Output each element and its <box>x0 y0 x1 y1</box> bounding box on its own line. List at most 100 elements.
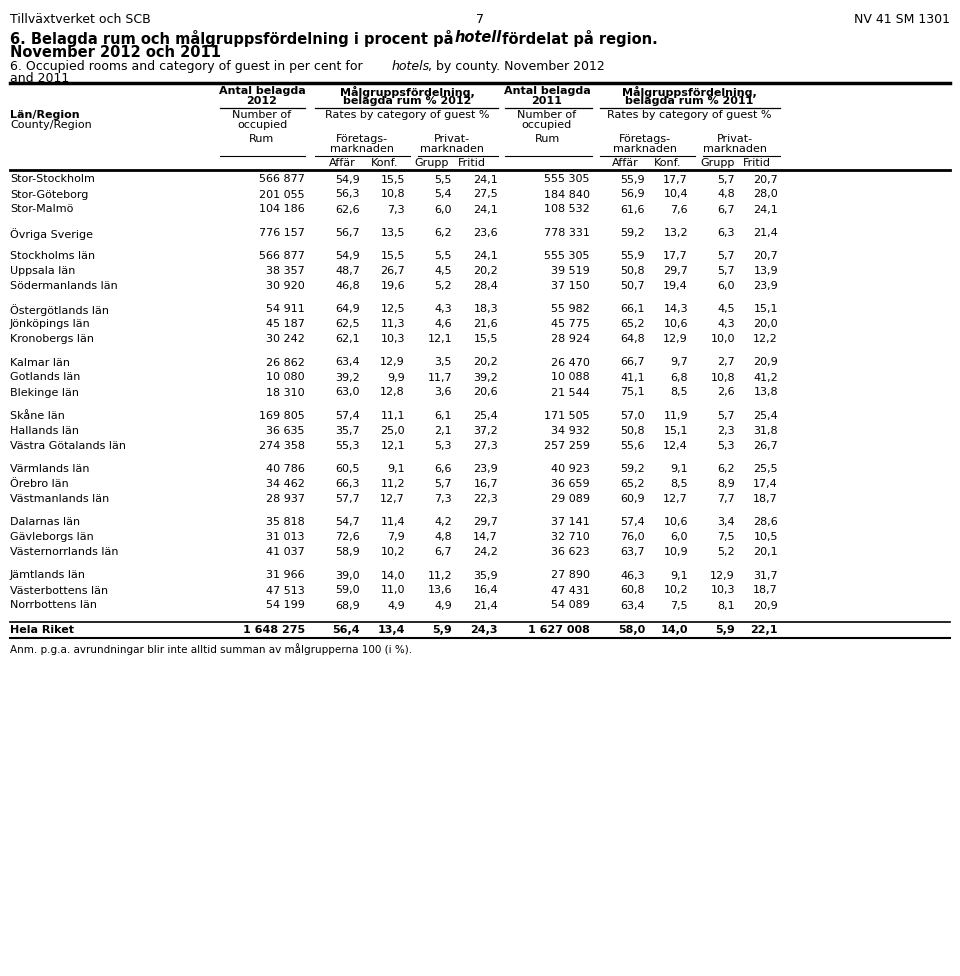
Text: 20,6: 20,6 <box>473 387 498 397</box>
Text: Affär: Affär <box>612 158 638 168</box>
Text: 6,2: 6,2 <box>717 464 735 474</box>
Text: 72,6: 72,6 <box>335 532 360 543</box>
Text: 41,2: 41,2 <box>754 373 778 383</box>
Text: 37 150: 37 150 <box>551 281 590 291</box>
Text: 14,7: 14,7 <box>473 532 498 543</box>
Text: 104 186: 104 186 <box>259 205 305 215</box>
Text: Jämtlands län: Jämtlands län <box>10 571 86 581</box>
Text: 20,9: 20,9 <box>754 600 778 611</box>
Text: 8,5: 8,5 <box>670 387 688 397</box>
Text: 11,2: 11,2 <box>380 479 405 489</box>
Text: 23,9: 23,9 <box>754 281 778 291</box>
Text: 56,3: 56,3 <box>335 189 360 199</box>
Text: 28,4: 28,4 <box>473 281 498 291</box>
Text: 12,9: 12,9 <box>380 357 405 368</box>
Text: Hela Riket: Hela Riket <box>10 625 74 634</box>
Text: 50,8: 50,8 <box>620 266 645 276</box>
Text: Övriga Sverige: Övriga Sverige <box>10 227 93 240</box>
Text: Hallands län: Hallands län <box>10 426 79 435</box>
Text: 66,3: 66,3 <box>335 479 360 489</box>
Text: 47 513: 47 513 <box>266 586 305 595</box>
Text: Number of: Number of <box>232 110 292 120</box>
Text: 36 623: 36 623 <box>551 548 590 557</box>
Text: 4,6: 4,6 <box>434 319 452 329</box>
Text: 63,0: 63,0 <box>335 387 360 397</box>
Text: 64,9: 64,9 <box>335 305 360 314</box>
Text: 54 911: 54 911 <box>266 305 305 314</box>
Text: 5,9: 5,9 <box>715 625 735 634</box>
Text: Privat-: Privat- <box>434 134 470 144</box>
Text: 13,5: 13,5 <box>380 227 405 238</box>
Text: Norrbottens län: Norrbottens län <box>10 600 97 611</box>
Text: 26 470: 26 470 <box>551 357 590 368</box>
Text: 23,9: 23,9 <box>473 464 498 474</box>
Text: Södermanlands län: Södermanlands län <box>10 281 118 291</box>
Text: Värmlands län: Värmlands län <box>10 464 89 474</box>
Text: 58,0: 58,0 <box>617 625 645 634</box>
Text: 28,6: 28,6 <box>754 517 778 527</box>
Text: 566 877: 566 877 <box>259 251 305 261</box>
Text: 36 635: 36 635 <box>267 426 305 435</box>
Text: Affär: Affär <box>328 158 355 168</box>
Text: 10,2: 10,2 <box>663 586 688 595</box>
Text: 3,6: 3,6 <box>435 387 452 397</box>
Text: 6,1: 6,1 <box>435 411 452 421</box>
Text: 20,7: 20,7 <box>754 175 778 184</box>
Text: 18,7: 18,7 <box>754 494 778 504</box>
Text: 11,2: 11,2 <box>427 571 452 581</box>
Text: Gävleborgs län: Gävleborgs län <box>10 532 94 543</box>
Text: 60,9: 60,9 <box>620 494 645 504</box>
Text: 171 505: 171 505 <box>544 411 590 421</box>
Text: Västerbottens län: Västerbottens län <box>10 586 108 595</box>
Text: 11,1: 11,1 <box>380 411 405 421</box>
Text: 48,7: 48,7 <box>335 266 360 276</box>
Text: 55,9: 55,9 <box>620 175 645 184</box>
Text: 54 089: 54 089 <box>551 600 590 611</box>
Text: 20,2: 20,2 <box>473 266 498 276</box>
Text: 34 932: 34 932 <box>551 426 590 435</box>
Text: 27,3: 27,3 <box>473 441 498 451</box>
Text: 11,9: 11,9 <box>663 411 688 421</box>
Text: 65,2: 65,2 <box>620 319 645 329</box>
Text: Rum: Rum <box>250 134 275 144</box>
Text: 26,7: 26,7 <box>380 266 405 276</box>
Text: Kronobergs län: Kronobergs län <box>10 334 94 345</box>
Text: 11,3: 11,3 <box>380 319 405 329</box>
Text: 45 187: 45 187 <box>266 319 305 329</box>
Text: 12,4: 12,4 <box>663 441 688 451</box>
Text: 5,7: 5,7 <box>717 411 735 421</box>
Text: 21,4: 21,4 <box>754 227 778 238</box>
Text: 7,7: 7,7 <box>717 494 735 504</box>
Text: Stor-Göteborg: Stor-Göteborg <box>10 189 88 199</box>
Text: 5,7: 5,7 <box>717 266 735 276</box>
Text: 32 710: 32 710 <box>551 532 590 543</box>
Text: 3,5: 3,5 <box>435 357 452 368</box>
Text: 5,4: 5,4 <box>434 189 452 199</box>
Text: 56,7: 56,7 <box>335 227 360 238</box>
Text: 2,3: 2,3 <box>717 426 735 435</box>
Text: 5,7: 5,7 <box>434 479 452 489</box>
Text: Anm. p.g.a. avrundningar blir inte alltid summan av målgrupperna 100 (i %).: Anm. p.g.a. avrundningar blir inte allti… <box>10 643 412 655</box>
Text: Västmanlands län: Västmanlands län <box>10 494 109 504</box>
Text: 55,6: 55,6 <box>620 441 645 451</box>
Text: 54,9: 54,9 <box>335 251 360 261</box>
Text: 5,3: 5,3 <box>435 441 452 451</box>
Text: 45 775: 45 775 <box>551 319 590 329</box>
Text: 24,1: 24,1 <box>473 205 498 215</box>
Text: 64,8: 64,8 <box>620 334 645 345</box>
Text: 9,9: 9,9 <box>387 373 405 383</box>
Text: Antal belagda: Antal belagda <box>219 86 305 96</box>
Text: 5,7: 5,7 <box>717 175 735 184</box>
Text: 20,2: 20,2 <box>473 357 498 368</box>
Text: 55,9: 55,9 <box>620 251 645 261</box>
Text: marknaden: marknaden <box>420 144 484 154</box>
Text: 41,1: 41,1 <box>620 373 645 383</box>
Text: 6,0: 6,0 <box>670 532 688 543</box>
Text: 4,3: 4,3 <box>434 305 452 314</box>
Text: 5,2: 5,2 <box>717 548 735 557</box>
Text: 61,6: 61,6 <box>620 205 645 215</box>
Text: 20,1: 20,1 <box>754 548 778 557</box>
Text: 6,3: 6,3 <box>717 227 735 238</box>
Text: 184 840: 184 840 <box>544 189 590 199</box>
Text: Antal belagda: Antal belagda <box>504 86 590 96</box>
